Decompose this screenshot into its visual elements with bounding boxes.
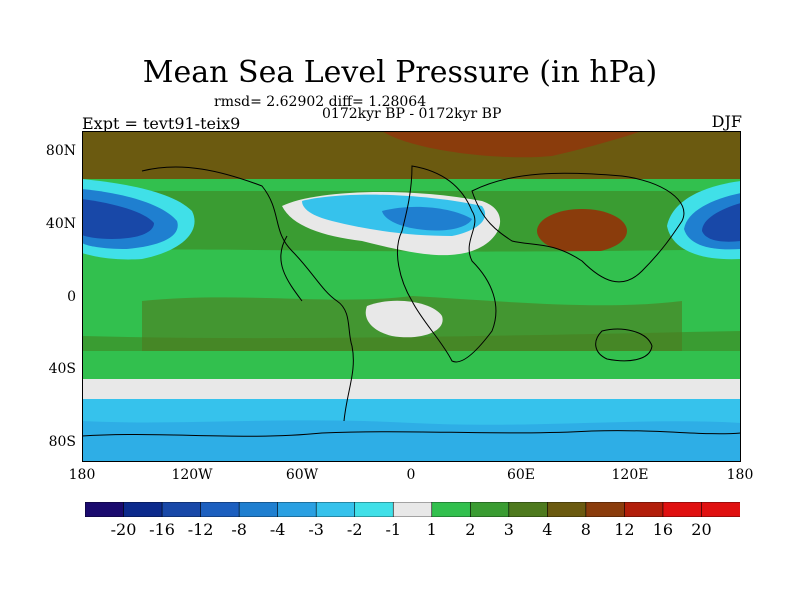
field-south-green: [82, 351, 741, 381]
colorbar-label: 12: [614, 520, 635, 539]
lat-label-80n: 80N: [45, 143, 76, 159]
lat-label-0: 0: [67, 289, 76, 305]
colorbar-label: 1: [426, 520, 437, 539]
colorbar-label: 8: [580, 520, 591, 539]
field-asia-high: [537, 209, 627, 253]
lon-label-120e: 120E: [611, 467, 649, 483]
colorbar-swatch: [161, 502, 202, 517]
colorbar-swatch: [315, 502, 356, 517]
colorbar-swatch: [123, 502, 163, 517]
colorbar-label: 20: [691, 520, 712, 539]
field-arctic-max: [382, 131, 642, 158]
colorbar-swatch: [701, 502, 740, 517]
map-title: Mean Sea Level Pressure (in hPa): [142, 55, 658, 90]
lon-label-60w: 60W: [285, 467, 319, 483]
colorbar-label: -12: [187, 520, 214, 539]
season-label: DJF: [711, 112, 742, 131]
npac-low-3: [82, 199, 154, 239]
field-antarctic: [82, 420, 741, 462]
colorbar-swatch: [547, 502, 587, 517]
lon-label-120w: 120W: [171, 467, 213, 483]
colorbar-swatch: [624, 502, 664, 517]
colorbar-swatch: [469, 502, 510, 517]
colorbar-label: -3: [308, 520, 324, 539]
colorbar-swatch: [354, 502, 395, 517]
colorbar-label: -1: [385, 520, 402, 539]
colorbar-label: 16: [652, 520, 674, 539]
lon-label-60e: 60E: [506, 467, 536, 483]
colorbar-swatch: [85, 502, 125, 517]
lat-label-40n: 40N: [45, 216, 76, 232]
epac-low-3: [702, 203, 741, 242]
map-frame: [82, 131, 741, 462]
coastlines: [82, 165, 741, 437]
pressure-map: [82, 131, 741, 462]
colorbar-swatch: [662, 502, 703, 517]
colorbar-swatch: [392, 502, 433, 517]
field-south-grey: [82, 379, 741, 401]
colorbar-label: -8: [231, 520, 247, 539]
lat-label-80s: 80S: [48, 434, 76, 450]
colorbar-swatch: [585, 502, 626, 517]
colorbar: [85, 502, 740, 517]
satl-patch: [365, 300, 443, 338]
lon-label-180w: 180: [68, 467, 96, 483]
colorbar-swatch: [431, 502, 472, 517]
colorbar-label: -2: [346, 520, 363, 539]
lat-label-40s: 40S: [48, 361, 76, 377]
colorbar-label: 3: [503, 520, 514, 539]
colorbar-label: -16: [149, 520, 175, 539]
experiment-label: Expt = tevt91-teix9: [82, 114, 241, 133]
colorbar-swatch: [277, 502, 317, 517]
natl-low-3: [382, 206, 472, 231]
colorbar-label: -20: [110, 520, 137, 539]
rmsd-diff-stats: rmsd= 2.62902 diff= 1.28064: [214, 94, 427, 110]
colorbar-swatch: [238, 502, 279, 517]
lon-label-0: 0: [406, 467, 416, 483]
colorbar-swatch: [508, 502, 549, 517]
colorbar-swatch: [200, 502, 240, 517]
colorbar-label: -4: [269, 520, 286, 539]
period-label: 0172kyr BP - 0172kyr BP: [322, 106, 502, 122]
colorbar-label: 4: [542, 520, 553, 539]
colorbar-label: 2: [465, 520, 476, 539]
lon-label-180e: 180: [726, 467, 754, 483]
